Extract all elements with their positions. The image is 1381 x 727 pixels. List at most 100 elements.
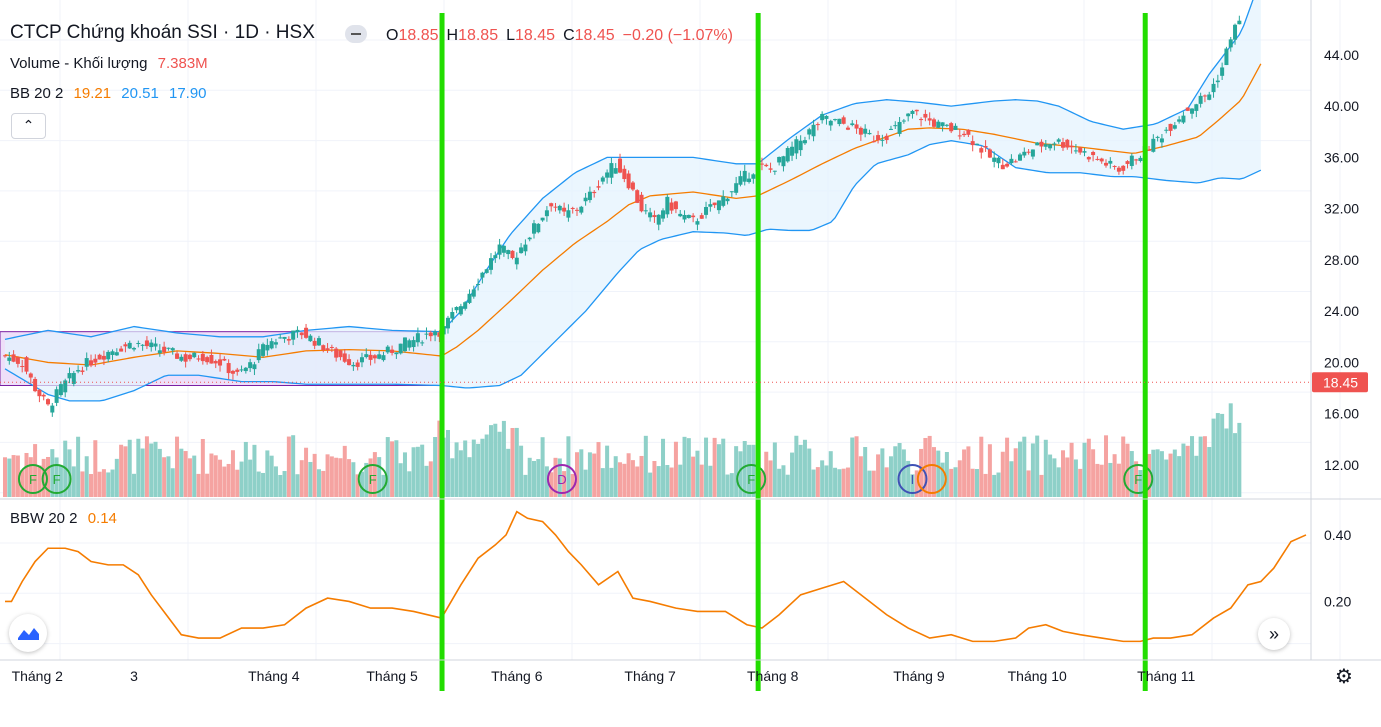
candle-body (759, 163, 764, 165)
volume-bar (3, 457, 7, 497)
volume-bar (1185, 445, 1190, 497)
volume-bar (704, 437, 709, 497)
candle-body (807, 129, 812, 135)
volume-bar (230, 450, 235, 497)
candle-body (80, 370, 85, 372)
volume-bar (665, 465, 670, 497)
event-marker-label: F (29, 472, 37, 487)
candle-body (544, 210, 549, 217)
volume-bar (54, 457, 59, 497)
hide-icon[interactable] (345, 25, 367, 43)
tradingview-logo-icon[interactable] (9, 614, 47, 652)
vertical-markers[interactable] (439, 13, 1148, 691)
volume-bar (618, 462, 623, 497)
price-tick-label: 32.00 (1324, 201, 1359, 217)
candle-body (557, 205, 562, 211)
candle-body (729, 191, 734, 193)
volume-bar (497, 431, 502, 497)
gear-icon[interactable]: ⚙ (1335, 666, 1353, 688)
volume-bar (673, 441, 678, 497)
volume-bar (626, 453, 631, 497)
volume-bar (777, 468, 782, 497)
candle-body (914, 109, 919, 112)
candle-body (420, 342, 425, 344)
candle-body (888, 128, 893, 130)
candle-body (781, 156, 786, 167)
volume-bar (200, 438, 205, 497)
volume-bar (37, 465, 42, 497)
event-marker-label: F (747, 472, 755, 487)
candle-body (936, 121, 941, 128)
volume-bar (734, 446, 739, 497)
candle-body (1198, 95, 1203, 104)
candle-body (183, 354, 188, 362)
candle-body (97, 354, 102, 360)
volume-bar (949, 468, 954, 497)
candle-body (153, 343, 158, 347)
candle-body (536, 223, 541, 233)
candle-body (93, 358, 98, 363)
volume-bar (815, 467, 820, 497)
candle-body (476, 283, 481, 285)
candle-body (1061, 142, 1066, 148)
volume-bar (630, 460, 635, 497)
candle-body (1164, 129, 1169, 131)
volume-bar (359, 471, 364, 497)
candle-body (764, 164, 769, 167)
candle-body (433, 331, 438, 336)
volume-bar (106, 472, 111, 497)
candle-body (540, 217, 545, 221)
volume-bar (635, 466, 640, 497)
candle-body (841, 117, 846, 124)
candle-body (1233, 24, 1238, 40)
volume-bar (893, 446, 898, 497)
volume-bar (811, 469, 816, 497)
candle-body (1237, 20, 1242, 25)
volume-bar (1009, 461, 1014, 497)
candle-body (876, 135, 881, 141)
last-price-badge (1312, 372, 1368, 393)
time-tick-label: Tháng 9 (893, 668, 945, 684)
volume-bar (575, 452, 580, 497)
candle-body (1151, 138, 1156, 152)
volume-bar (540, 437, 545, 497)
candle-body (67, 373, 72, 379)
green-vertical-line (1142, 13, 1148, 691)
candle-body (626, 173, 631, 189)
scroll-to-realtime-icon[interactable]: » (1258, 618, 1290, 650)
candle-body (1022, 151, 1027, 156)
volume-bar (501, 420, 506, 497)
candle-body (286, 339, 291, 341)
volume-bar (1026, 470, 1031, 497)
volume-bar (880, 448, 885, 497)
candle-body (1082, 151, 1087, 153)
time-tick-label: Tháng 8 (747, 668, 799, 684)
volume-bar (648, 472, 653, 497)
volume-bar (850, 437, 855, 497)
ohlc-key: H (446, 27, 459, 44)
volume-bar (1211, 418, 1216, 497)
volume-bar (1086, 438, 1091, 497)
volume-bar (213, 455, 218, 497)
candle-body (1147, 149, 1152, 151)
candle-body (944, 124, 949, 126)
candle-body (523, 244, 528, 252)
candle-body (587, 191, 592, 201)
volume-bar (729, 473, 734, 497)
volume-bar (863, 447, 868, 497)
candle-body (648, 212, 653, 218)
event-marker-label: D (557, 472, 566, 487)
event-marker (17, 464, 48, 494)
candle-body (501, 245, 506, 253)
candle-body (273, 342, 278, 345)
candle-body (1116, 167, 1121, 172)
bbw-pane (5, 510, 1307, 643)
candle-body (953, 125, 958, 130)
volume-bar (282, 471, 287, 497)
volume-bar (1099, 464, 1104, 497)
volume-bar (471, 439, 476, 497)
volume-bar (299, 460, 304, 497)
chevron-up-icon[interactable]: ⌃ (11, 113, 46, 139)
